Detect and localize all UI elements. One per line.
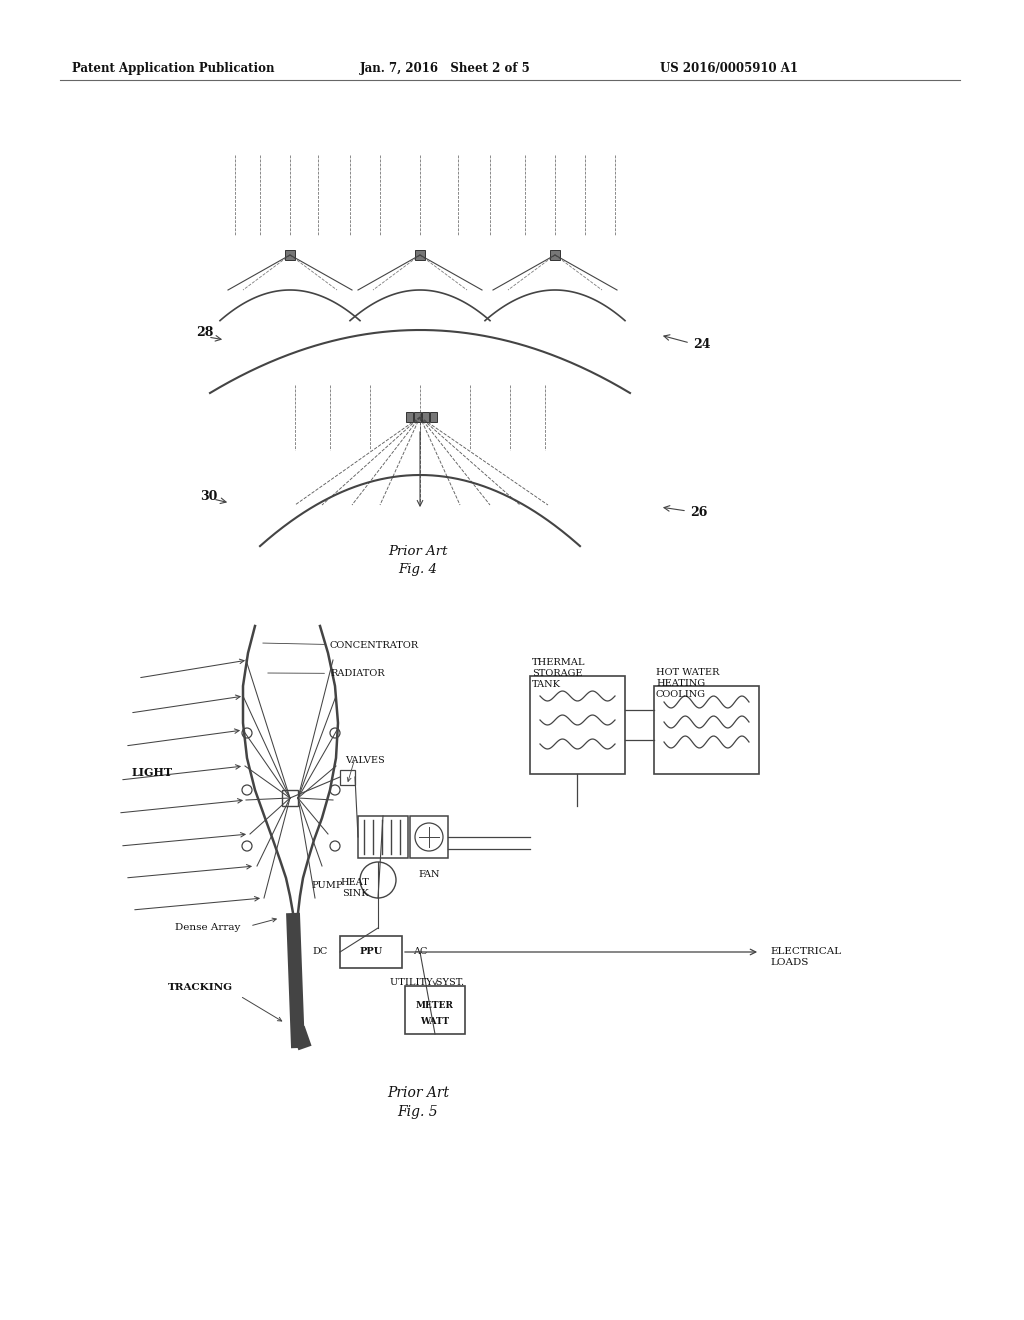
Bar (654, 686, 759, 774)
Text: Dense Array: Dense Array (175, 924, 241, 932)
Bar (422, 412, 429, 422)
Text: Fig. 5: Fig. 5 (397, 1105, 438, 1119)
Bar (410, 816, 449, 858)
Text: HOT WATER
HEATING
COOLING: HOT WATER HEATING COOLING (656, 668, 720, 700)
Bar (340, 936, 402, 968)
Bar (358, 816, 408, 858)
Bar (406, 412, 413, 422)
Text: METER: METER (416, 1002, 454, 1011)
Text: WATT: WATT (421, 1018, 450, 1027)
Text: VALVES: VALVES (345, 756, 385, 766)
Text: PUMP: PUMP (311, 880, 343, 890)
Text: Prior Art: Prior Art (388, 545, 447, 558)
Text: 26: 26 (690, 507, 708, 520)
Text: 30: 30 (200, 491, 217, 503)
Text: 24: 24 (693, 338, 711, 351)
Text: US 2016/0005910 A1: US 2016/0005910 A1 (660, 62, 798, 75)
Text: HEAT
SINK: HEAT SINK (341, 878, 370, 898)
Text: DC: DC (312, 948, 328, 957)
Bar (550, 249, 560, 260)
Text: Jan. 7, 2016   Sheet 2 of 5: Jan. 7, 2016 Sheet 2 of 5 (360, 62, 530, 75)
Text: PPU: PPU (359, 948, 383, 957)
Bar (406, 986, 465, 1034)
Text: CONCENTRATOR: CONCENTRATOR (263, 642, 419, 649)
Text: FAN: FAN (418, 870, 439, 879)
Text: UTILITY SYST.: UTILITY SYST. (390, 978, 464, 987)
Bar (415, 249, 425, 260)
Text: 28: 28 (196, 326, 213, 339)
Bar (430, 412, 437, 422)
Text: THERMAL
STORAGE
TANK: THERMAL STORAGE TANK (532, 657, 586, 689)
Text: LIGHT: LIGHT (132, 767, 173, 779)
Text: Fig. 4: Fig. 4 (398, 564, 437, 576)
Text: Prior Art: Prior Art (387, 1086, 450, 1100)
Bar (530, 676, 625, 774)
Text: RADIATOR: RADIATOR (267, 669, 385, 678)
Text: Patent Application Publication: Patent Application Publication (72, 62, 274, 75)
Text: AC: AC (413, 948, 427, 957)
Bar (285, 249, 295, 260)
Text: ELECTRICAL
LOADS: ELECTRICAL LOADS (770, 946, 841, 968)
Bar (414, 412, 421, 422)
Bar (340, 770, 355, 785)
Bar (282, 789, 298, 807)
Text: TRACKING: TRACKING (168, 983, 233, 993)
